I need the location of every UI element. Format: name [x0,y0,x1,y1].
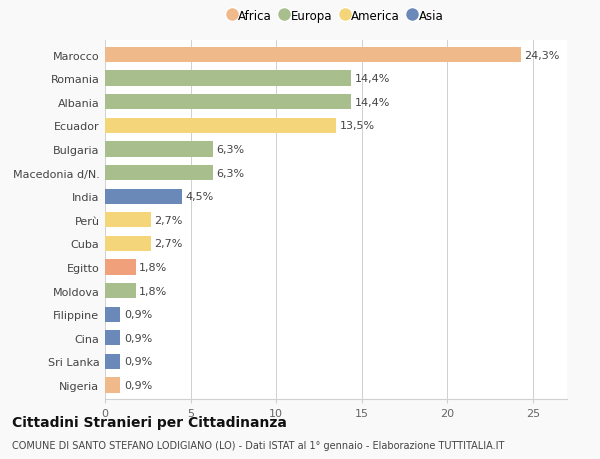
Text: 14,4%: 14,4% [355,98,390,107]
Bar [105,95,352,110]
Bar [105,283,136,299]
Legend: Africa, Europa, America, Asia: Africa, Europa, America, Asia [225,6,447,26]
Bar [105,189,182,204]
Text: 6,3%: 6,3% [216,145,244,155]
Text: 0,9%: 0,9% [124,309,152,319]
Bar [105,166,213,181]
Bar [105,330,121,346]
Text: COMUNE DI SANTO STEFANO LODIGIANO (LO) - Dati ISTAT al 1° gennaio - Elaborazione: COMUNE DI SANTO STEFANO LODIGIANO (LO) -… [12,440,505,450]
Bar [105,307,121,322]
Bar [105,260,136,275]
Text: 6,3%: 6,3% [216,168,244,178]
Bar [105,354,121,369]
Bar [105,213,151,228]
Text: 4,5%: 4,5% [185,192,214,202]
Text: 14,4%: 14,4% [355,74,390,84]
Text: 2,7%: 2,7% [155,239,183,249]
Text: 0,9%: 0,9% [124,333,152,343]
Text: 24,3%: 24,3% [524,50,560,61]
Text: 0,9%: 0,9% [124,357,152,367]
Bar [105,71,352,87]
Text: 0,9%: 0,9% [124,380,152,390]
Bar [105,142,213,157]
Text: 13,5%: 13,5% [340,121,374,131]
Bar [105,118,336,134]
Text: 1,8%: 1,8% [139,286,167,296]
Text: Cittadini Stranieri per Cittadinanza: Cittadini Stranieri per Cittadinanza [12,415,287,429]
Bar [105,378,121,393]
Bar [105,236,151,252]
Bar [105,48,521,63]
Text: 2,7%: 2,7% [155,215,183,225]
Text: 1,8%: 1,8% [139,263,167,273]
